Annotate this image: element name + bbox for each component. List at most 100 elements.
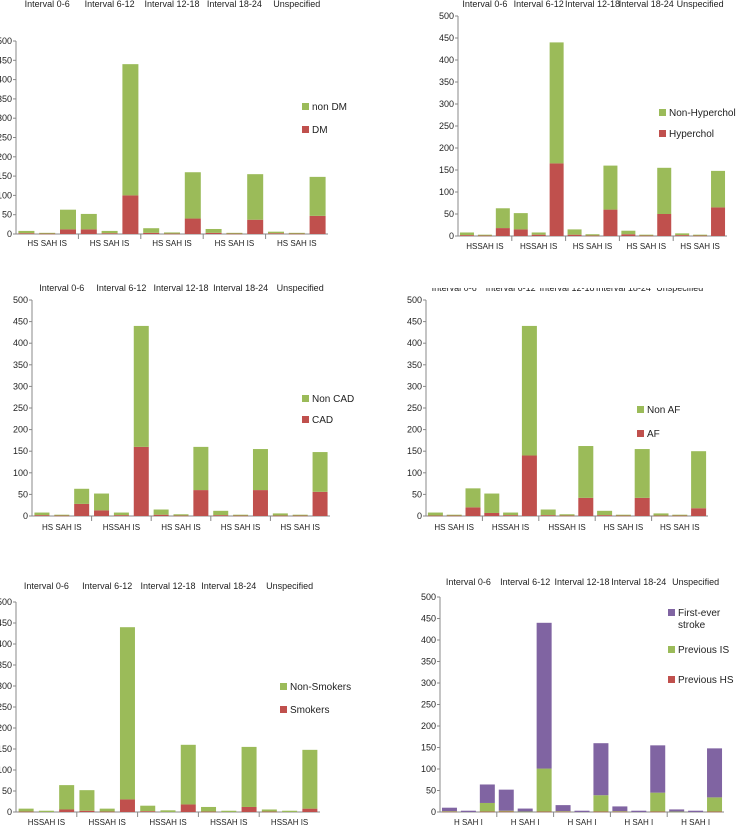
bar-segment (549, 42, 564, 164)
bar-segment (711, 170, 726, 208)
bar-segment (446, 514, 462, 516)
legend-swatch (280, 683, 287, 690)
legend: Non-Hyperchol Hyperchol (659, 108, 736, 140)
interval-label: Unspecified (273, 0, 320, 9)
y-tick-label: 450 (13, 317, 28, 327)
y-tick-label: 50 (412, 489, 422, 499)
category-label: HS SAH IS (215, 239, 255, 248)
bar-segment (574, 810, 590, 812)
bar-segment (593, 743, 609, 796)
y-tick-label: 400 (407, 338, 422, 348)
interval-label: Interval 18-24 (201, 581, 256, 591)
bar-segment (201, 811, 217, 813)
bar-segment (233, 514, 249, 516)
y-tick-label: 300 (0, 681, 12, 691)
y-tick-label: 500 (421, 592, 436, 602)
legend-label: Previous IS (678, 645, 729, 656)
bar-segment (272, 513, 288, 516)
axes: 0 50 100 150 200 250 300 350 400 450 500 (13, 295, 330, 521)
bars (34, 325, 328, 517)
bar-segment (261, 811, 277, 813)
legend-swatch (637, 406, 644, 413)
bar-segment (180, 744, 196, 805)
y-tick-label: 100 (407, 468, 422, 478)
legend-swatch (302, 103, 309, 110)
bar-segment (513, 213, 528, 230)
bar-segment (221, 810, 237, 812)
legend: Non CAD CAD (302, 394, 354, 426)
category-label: H SAH I (624, 818, 653, 827)
bar-segment (634, 449, 650, 498)
bar-segment (549, 163, 564, 236)
interval-label: Interval 6-12 (96, 283, 146, 293)
bar-segment (531, 234, 546, 236)
bar-segment (603, 165, 618, 210)
bars (18, 64, 326, 235)
category-label: HS SAH IS (27, 239, 67, 248)
category-label: HSSAH IS (89, 818, 126, 827)
bar-segment (498, 789, 514, 811)
bar-segment (672, 514, 688, 516)
category-label: H SAH I (681, 818, 710, 827)
bar-segment (477, 234, 492, 236)
bar-segment (465, 488, 481, 508)
bar-segment (268, 231, 284, 234)
y-tick-label: 0 (417, 511, 422, 521)
interval-label: Interval 12-18 (144, 0, 199, 9)
bar-segment (631, 810, 647, 812)
bar-segment (39, 232, 56, 234)
bar-segment (536, 768, 552, 812)
legend-label: Non-Hyperchol (669, 108, 736, 119)
bar-segment (74, 503, 90, 516)
bar-segment (261, 809, 277, 812)
category-label: HS SAH IS (152, 239, 192, 248)
bar-segment (441, 811, 457, 813)
y-tick-label: 150 (439, 165, 454, 175)
bar-segment (59, 809, 75, 812)
y-tick-label: 0 (449, 231, 454, 241)
y-tick-label: 200 (13, 425, 28, 435)
axes: 0 50 100 150 200 250 300 350 400 450 500 (439, 11, 727, 241)
bar-segment (459, 235, 474, 236)
bar-segment (597, 510, 613, 516)
bar-segment (484, 493, 500, 513)
category-label: HS SAH IS (680, 242, 720, 251)
interval-label: Interval 12-18 (565, 0, 620, 9)
legend-swatch (637, 430, 644, 437)
bar-segment (521, 325, 537, 456)
category-label: HS SAH IS (660, 523, 700, 532)
category-label: HS SAH IS (161, 523, 201, 532)
bar-segment (99, 811, 115, 813)
bar-segment (282, 810, 298, 812)
y-tick-label: 250 (407, 403, 422, 413)
y-tick-label: 450 (0, 618, 12, 628)
bar-segment (707, 748, 723, 798)
bar-segment (292, 515, 308, 517)
y-tick-label: 250 (13, 403, 28, 413)
bar-segment (446, 515, 462, 517)
interval-label: Interval 0-6 (24, 581, 69, 591)
y-tick-label: 0 (431, 807, 436, 817)
y-tick-label: 200 (0, 723, 12, 733)
y-tick-label: 100 (13, 468, 28, 478)
bar-segment (213, 515, 229, 516)
bar-segment (247, 219, 264, 234)
bar-segment (18, 230, 35, 234)
bar-segment (233, 515, 249, 517)
legend-swatch (659, 130, 666, 137)
bar-segment (653, 513, 669, 516)
bar-segment (34, 515, 50, 516)
y-tick-label: 50 (2, 786, 12, 796)
legend-label-cont: stroke (678, 620, 706, 631)
interval-label: Unspecified (656, 288, 703, 293)
legend-label: non DM (312, 102, 347, 113)
bar-segment (639, 235, 654, 237)
interval-label: Interval 0-6 (25, 0, 70, 9)
bar-segment (140, 805, 156, 812)
y-tick-label: 0 (7, 229, 12, 239)
bar-segment (427, 512, 443, 516)
bar-segment (119, 627, 135, 800)
bar-segment (612, 806, 628, 812)
bar-segment (479, 784, 495, 803)
y-tick-label: 250 (0, 702, 12, 712)
